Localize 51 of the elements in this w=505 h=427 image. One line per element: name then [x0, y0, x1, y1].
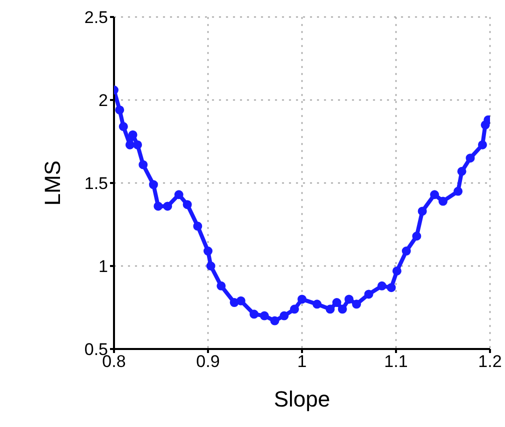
y-tick-label: 1 [98, 257, 108, 276]
point [163, 202, 172, 211]
point [118, 122, 128, 132]
point [478, 140, 487, 150]
x-tick-label: 0.9 [196, 352, 220, 372]
point [392, 266, 402, 276]
point [154, 202, 163, 211]
point [260, 311, 269, 320]
x-tick-label: 1.2 [478, 352, 502, 372]
point [338, 304, 347, 314]
y-axis-title: LMS [40, 160, 65, 206]
point [326, 304, 335, 314]
point [480, 120, 490, 130]
point [270, 316, 280, 326]
point [280, 311, 289, 320]
point [230, 298, 239, 308]
point [412, 232, 422, 241]
point [312, 300, 322, 309]
y-tick-label: 1.5 [84, 174, 108, 194]
point [206, 262, 216, 270]
point [438, 196, 448, 206]
point [352, 300, 362, 309]
x-tick-label: 1 [297, 352, 307, 372]
point [290, 304, 299, 314]
point [193, 222, 202, 231]
point [364, 290, 374, 299]
point [344, 294, 354, 304]
y-tick-label: 2.5 [84, 8, 108, 28]
point [430, 190, 440, 200]
point [457, 166, 466, 176]
point [138, 160, 148, 170]
point [182, 200, 192, 210]
point [174, 190, 184, 200]
point [466, 154, 475, 163]
point [377, 281, 386, 290]
x-tick-label: 1.1 [384, 352, 408, 372]
point [216, 281, 226, 290]
point [133, 140, 142, 150]
point [402, 246, 411, 256]
point [332, 298, 342, 308]
point [418, 206, 427, 216]
y-tick-label: 2 [98, 91, 108, 110]
point [204, 246, 212, 256]
x-axis-title: Slope [274, 386, 330, 412]
point [115, 105, 124, 114]
point [236, 296, 246, 306]
point [298, 294, 306, 304]
point [250, 310, 259, 319]
point [386, 283, 396, 292]
point [148, 180, 158, 190]
point [454, 186, 463, 196]
